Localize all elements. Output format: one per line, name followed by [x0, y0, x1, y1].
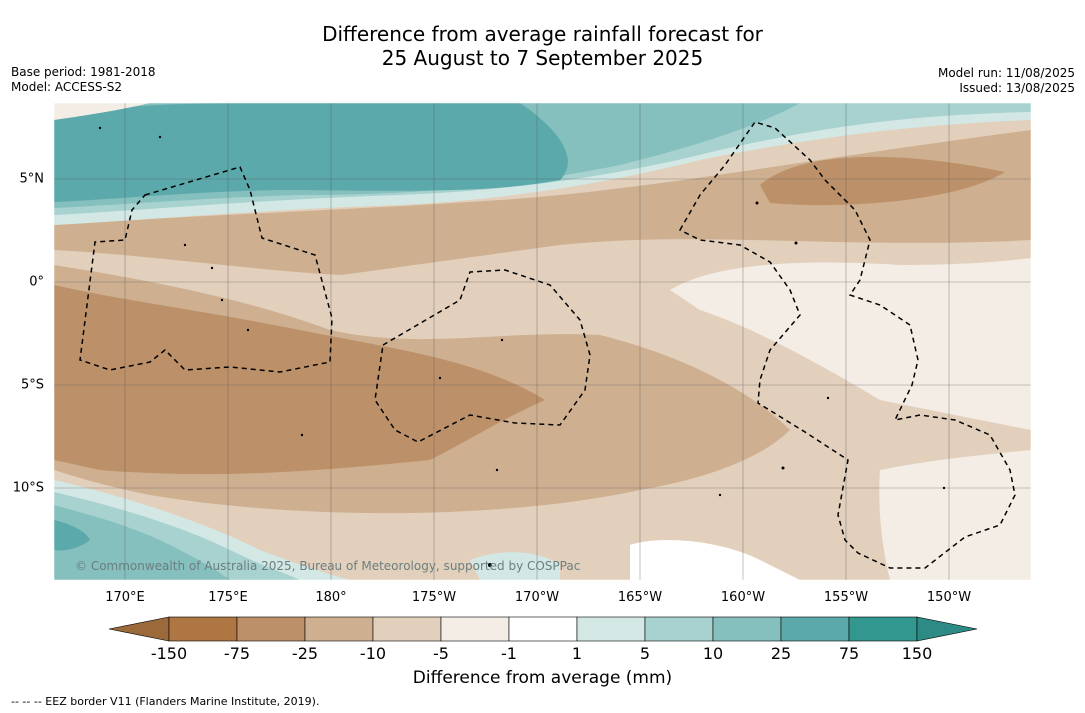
colorbar-tick-label: -150	[150, 644, 188, 663]
colorbar-tick-label: -10	[359, 644, 387, 663]
lat-label-5s: 5°S	[20, 377, 44, 393]
island-dot	[755, 201, 759, 205]
island-dot	[794, 241, 798, 245]
island-dot	[495, 468, 499, 472]
island-dot	[942, 486, 946, 490]
island-dot	[500, 338, 504, 342]
wet-south-patch	[470, 552, 560, 580]
near-normal-southeast	[879, 450, 1031, 580]
colorbar-segment	[508, 616, 578, 642]
colorbar-under-arrow	[108, 616, 170, 642]
wet-south-strong	[54, 505, 230, 580]
near-normal-east	[670, 258, 1031, 430]
dry-core-southwest	[54, 285, 545, 475]
island-dot	[718, 493, 722, 497]
wet-south-core	[54, 520, 90, 551]
colorbar-segment	[236, 616, 306, 642]
model-text: Model: ACCESS-S2	[11, 80, 123, 94]
colorbar-segment	[440, 616, 510, 642]
model-run-text: Model run: 11/08/2025	[937, 66, 1075, 80]
dry-patch-northeast	[760, 156, 1005, 206]
colorbar-tick-label: -1	[501, 644, 517, 663]
colorbar-segment	[780, 616, 850, 642]
lon-label-175e: 175°E	[208, 590, 248, 605]
base-period-text: Base period: 1981-2018	[11, 65, 156, 79]
colorbar-tick-label: -5	[433, 644, 449, 663]
issued-text: Issued: 13/08/2025	[959, 81, 1075, 95]
colorbar-over-arrow	[916, 616, 978, 642]
lat-label-10s: 10°S	[12, 480, 44, 496]
eez-border-east	[678, 121, 1016, 569]
lon-label-150w: 150°W	[926, 590, 972, 605]
colorbar-segment	[372, 616, 442, 642]
colorbar-segment	[848, 616, 918, 642]
colorbar-segment	[168, 616, 238, 642]
copyright-text: © Commonwealth of Australia 2025, Bureau…	[75, 559, 580, 573]
lon-label-155w: 155°W	[823, 590, 869, 605]
lon-label-160w: 160°W	[720, 590, 766, 605]
meta-left: Base period: 1981-2018 Model: ACCESS-S2	[11, 65, 156, 95]
title-line-1: Difference from average rainfall forecas…	[322, 22, 763, 46]
island-dot	[98, 126, 102, 130]
island-dot	[488, 563, 492, 567]
island-dot	[183, 243, 187, 247]
map-title: Difference from average rainfall forecas…	[0, 22, 1085, 70]
map-fill	[54, 103, 1031, 580]
eez-footnote: -- -- -- EEZ border V11 (Flanders Marine…	[11, 695, 320, 708]
colorbar-tick-label: 5	[639, 644, 651, 663]
normal-south-patch	[630, 540, 800, 580]
colorbar-segment	[576, 616, 646, 642]
lon-label-165w: 165°W	[617, 590, 663, 605]
island-markers	[98, 126, 946, 567]
island-dot	[220, 298, 224, 302]
wet-north-core	[54, 103, 568, 202]
eez-borders	[79, 121, 1016, 569]
eez-border-west	[79, 166, 333, 373]
colorbar-label: Difference from average (mm)	[412, 668, 673, 688]
island-dot	[158, 135, 162, 139]
colorbar-tick-label: 1	[571, 644, 583, 663]
colorbar-segment	[304, 616, 374, 642]
lon-label-170e: 170°E	[105, 590, 145, 605]
colorbar-tick-label: 150	[901, 644, 933, 663]
colorbar-tick-label: -25	[291, 644, 319, 663]
colorbar-tick-label: 10	[702, 644, 724, 663]
colorbar-tick-label: -75	[223, 644, 251, 663]
map-frame	[53, 102, 1032, 581]
island-dot	[300, 433, 304, 437]
island-dot	[826, 396, 830, 400]
island-dot	[210, 266, 214, 270]
lon-label-175w: 175°W	[411, 590, 457, 605]
colorbar-segment	[644, 616, 714, 642]
title-line-2: 25 August to 7 September 2025	[381, 46, 704, 70]
island-dot	[246, 328, 250, 332]
island-dot	[781, 466, 785, 470]
northwest-corner	[54, 103, 150, 120]
colorbar-tick-label: 25	[770, 644, 792, 663]
lat-label-5n: 5°N	[19, 171, 45, 187]
colorbar-segments	[108, 616, 978, 642]
lon-label-180: 180°	[315, 590, 347, 605]
eez-border-central	[374, 269, 591, 443]
meta-right: Model run: 11/08/2025 Issued: 13/08/2025	[938, 66, 1075, 96]
rainfall-anomaly-map: © Commonwealth of Australia 2025, Bureau…	[53, 102, 1032, 581]
colorbar-segment	[712, 616, 782, 642]
lat-label-0: 0°	[29, 274, 44, 290]
dry-band-north	[54, 130, 1031, 275]
island-dot	[438, 376, 442, 380]
colorbar-tick-label: 75	[838, 644, 860, 663]
lon-label-170w: 170°W	[514, 590, 560, 605]
